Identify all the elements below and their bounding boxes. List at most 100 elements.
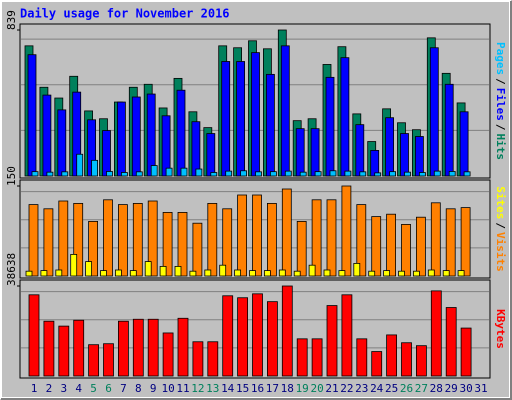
- bar: [445, 307, 457, 377]
- bar: [269, 171, 277, 177]
- bar: [165, 167, 173, 177]
- bar: [118, 204, 128, 277]
- bar: [356, 338, 368, 377]
- bar: [433, 170, 441, 177]
- bar: [415, 216, 426, 277]
- bar: [255, 171, 262, 177]
- x-tick-label: 2: [46, 382, 53, 395]
- bar: [341, 294, 353, 377]
- bar: [429, 47, 439, 177]
- chart-title: Daily usage for November 2016: [20, 7, 230, 21]
- bar: [40, 270, 48, 277]
- bar: [73, 202, 84, 277]
- bar: [265, 73, 275, 177]
- bar: [236, 61, 246, 177]
- bar: [266, 301, 278, 377]
- bar: [430, 290, 442, 377]
- bar: [401, 342, 412, 377]
- bar: [374, 172, 382, 177]
- bar: [284, 170, 292, 177]
- bar: [132, 318, 144, 377]
- bar: [88, 220, 98, 277]
- x-tick-label: 4: [75, 382, 82, 395]
- bar: [323, 269, 331, 277]
- bar: [180, 167, 188, 177]
- x-tick-label: 27: [415, 382, 428, 395]
- bar: [340, 57, 350, 177]
- bar: [353, 262, 361, 277]
- bar: [280, 45, 290, 177]
- x-tick-label: 5: [90, 382, 97, 395]
- bar: [73, 319, 85, 377]
- legend-entry: Files: [494, 88, 507, 121]
- bar: [221, 61, 231, 177]
- bar: [311, 338, 323, 377]
- bar: [132, 202, 143, 277]
- x-tick-label: 26: [400, 382, 413, 395]
- bar: [249, 270, 256, 277]
- x-tick-label: 8: [135, 382, 142, 395]
- bar: [356, 204, 367, 277]
- bar: [162, 332, 174, 377]
- bar: [161, 115, 171, 177]
- bar: [102, 130, 111, 177]
- x-tick-label: 31: [474, 382, 487, 395]
- legend-entry: Hits: [494, 134, 507, 161]
- bar: [414, 136, 424, 177]
- x-tick-label: 22: [340, 382, 353, 395]
- bar: [28, 204, 39, 277]
- bar: [85, 261, 92, 277]
- bar: [412, 270, 420, 277]
- bar: [427, 269, 435, 277]
- bar: [189, 270, 197, 277]
- x-tick-label: 19: [296, 382, 309, 395]
- bar: [147, 200, 158, 277]
- bar: [234, 269, 242, 277]
- bar: [177, 211, 188, 277]
- bar: [252, 194, 262, 277]
- bar: [326, 199, 337, 277]
- bar: [58, 200, 69, 277]
- bar: [389, 171, 397, 177]
- bar: [115, 269, 122, 277]
- x-tick-label: 3: [60, 382, 67, 395]
- bar: [370, 150, 380, 177]
- bar: [210, 172, 218, 177]
- bar: [117, 101, 126, 177]
- bar: [400, 133, 409, 177]
- legend-entry: Sites: [494, 186, 507, 219]
- bar: [206, 133, 216, 177]
- bar: [371, 216, 382, 277]
- bar: [176, 89, 186, 177]
- bar: [296, 338, 308, 377]
- legend-entry: KBytes: [494, 309, 507, 349]
- legend: Pages / Files / Hits: [494, 42, 507, 160]
- bar: [177, 317, 189, 377]
- bar: [368, 270, 376, 277]
- legend: KBytes: [494, 309, 507, 349]
- bar: [457, 270, 465, 277]
- bar: [131, 96, 141, 177]
- bar: [385, 117, 395, 177]
- bar: [144, 261, 152, 277]
- x-tick-label: 29: [445, 382, 458, 395]
- bar: [57, 109, 67, 177]
- x-tick-label: 7: [120, 382, 127, 395]
- bar: [207, 341, 219, 377]
- x-tick-label: 30: [459, 382, 472, 395]
- bar: [237, 297, 249, 377]
- x-tick-label: 28: [430, 382, 443, 395]
- x-tick-label: 23: [355, 382, 368, 395]
- bar: [135, 171, 143, 177]
- bar: [308, 264, 316, 277]
- legend-entry: Pages: [494, 42, 507, 75]
- bar: [31, 171, 39, 177]
- bar: [371, 351, 383, 377]
- bar: [43, 320, 55, 377]
- x-tick-label: 16: [251, 382, 264, 395]
- bar: [159, 265, 167, 277]
- bar: [58, 325, 70, 377]
- bar: [192, 341, 204, 377]
